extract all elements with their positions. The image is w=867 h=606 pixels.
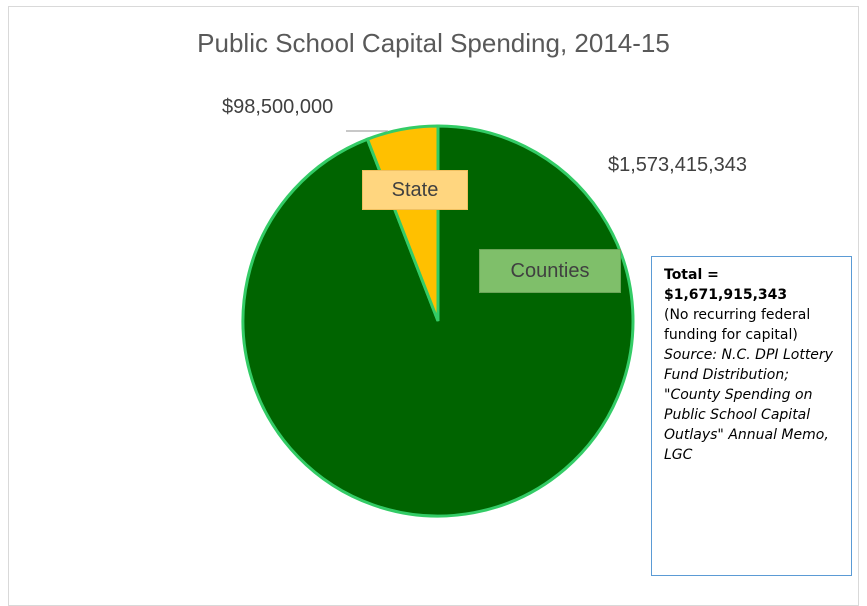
pie-chart [241,124,635,518]
counties-value-label: $1,573,415,343 [608,154,748,176]
chart-title: Public School Capital Spending, 2014-15 [197,28,670,58]
counties-slice-label: Counties [479,249,621,293]
total-label: Total = [664,267,719,283]
state-value-label: $98,500,000 [222,96,334,118]
source-note: Source: N.C. DPI Lottery Fund Distributi… [664,347,833,463]
federal-note: (No recurring federal funding for capita… [664,307,811,343]
total-note-box: Total = $1,671,915,343 (No recurring fed… [651,256,852,576]
total-value: $1,671,915,343 [664,287,788,303]
state-slice-label: State [362,170,468,210]
